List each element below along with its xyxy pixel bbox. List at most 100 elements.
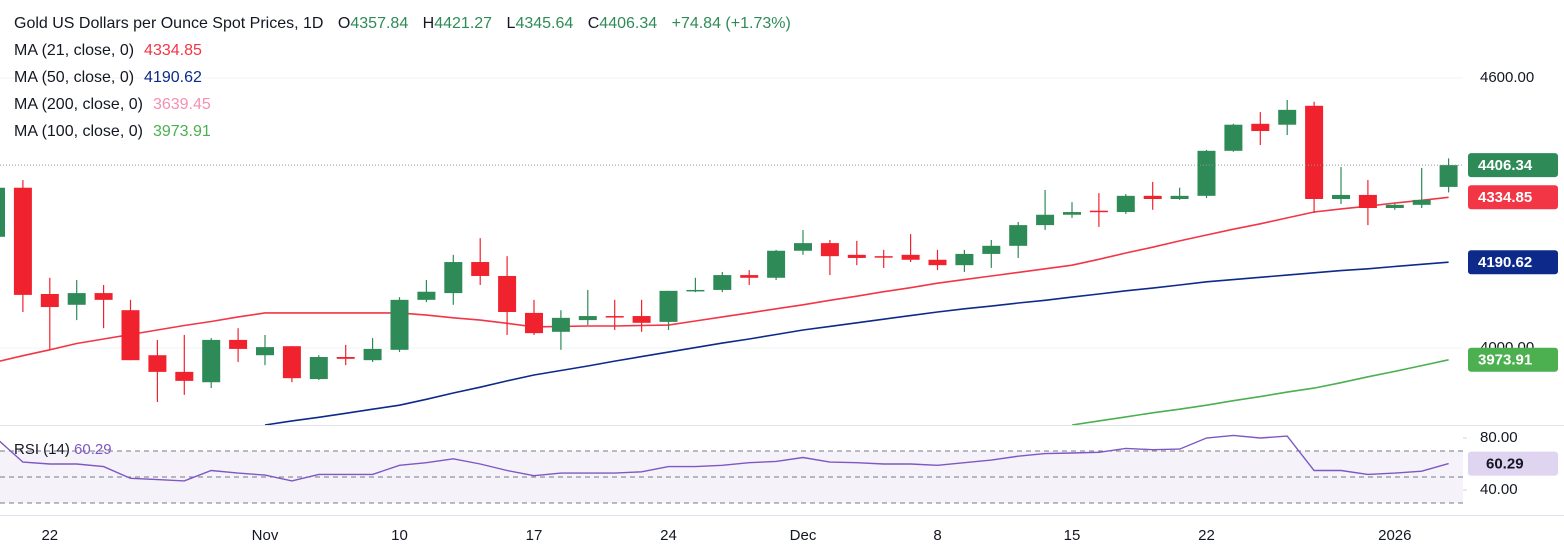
price-tag-label: 4334.85 xyxy=(1478,189,1532,206)
ohlc-label: L xyxy=(506,15,516,32)
ma-value: 4190.62 xyxy=(144,69,202,86)
price-tag xyxy=(1468,250,1558,275)
x-tick-label: 22 xyxy=(1198,527,1215,544)
candle-body xyxy=(67,293,86,305)
ohlc-value: 4406.34 xyxy=(599,15,658,32)
candle-body xyxy=(1358,194,1377,208)
candle-body xyxy=(363,348,382,361)
candle-body xyxy=(1143,195,1162,199)
candle-body xyxy=(121,310,140,361)
price-tag xyxy=(1468,153,1558,178)
price-tag-label: 4190.62 xyxy=(1478,254,1532,271)
candle-body xyxy=(1036,214,1055,226)
candle-body xyxy=(632,316,651,323)
candle-body xyxy=(471,262,490,276)
ma-legend: MA (21, close, 0) 4334.85 MA (50, close, 0… xyxy=(14,37,791,145)
rsi-pane xyxy=(0,434,1463,504)
candle-body xyxy=(928,259,947,266)
candle-body xyxy=(1412,199,1431,205)
candle-body xyxy=(1305,105,1324,199)
candle-body xyxy=(1278,109,1297,125)
ma-value: 3973.91 xyxy=(152,123,211,140)
x-tick-label: 17 xyxy=(526,527,543,544)
candle-body xyxy=(282,346,301,379)
x-tick-label: 15 xyxy=(1064,527,1081,544)
x-tick-label: Dec xyxy=(790,527,817,544)
y-tick-label: 40.00 xyxy=(1480,481,1518,498)
x-tick-label: 8 xyxy=(933,527,941,544)
candle-body xyxy=(794,243,812,251)
x-tick-label: Nov xyxy=(252,527,279,544)
candle-body xyxy=(578,316,597,321)
candle-body xyxy=(336,357,355,359)
candle-body xyxy=(659,290,678,322)
x-tick-label: 24 xyxy=(660,527,677,544)
x-tick-label: 10 xyxy=(391,527,408,544)
line-series xyxy=(1071,359,1449,425)
candle-body xyxy=(605,316,624,318)
candle-body xyxy=(1063,212,1081,215)
candle-body xyxy=(202,339,221,383)
candle-body xyxy=(0,187,5,237)
ma-value: 4334.85 xyxy=(144,42,202,59)
candle-body xyxy=(1251,123,1270,132)
change: +74.84 (+1.73%) xyxy=(671,15,791,32)
candle-body xyxy=(390,299,409,350)
line-series xyxy=(0,196,1449,362)
candle-body xyxy=(767,250,786,278)
rsi-legend: RSI (14) 60.29 xyxy=(14,441,112,458)
candle-body xyxy=(309,357,328,380)
candle-body xyxy=(1170,195,1189,199)
candle-body xyxy=(1009,225,1028,246)
legend: Gold US Dollars per Ounce Spot Prices, 1… xyxy=(14,10,791,145)
ma-legend-row: MA (100, close, 0) 3973.91 xyxy=(14,118,791,145)
candle-body xyxy=(551,317,570,332)
price-pane xyxy=(0,77,1463,425)
ma-name: MA (21, close, 0) xyxy=(14,42,135,59)
price-tag-label: 4406.34 xyxy=(1478,157,1533,174)
candle-body xyxy=(1332,194,1350,199)
ma-name: MA (50, close, 0) xyxy=(14,69,135,86)
candle-body xyxy=(686,289,705,292)
x-tick-label: 2026 xyxy=(1378,527,1411,544)
candle-body xyxy=(1197,150,1216,196)
candle-body xyxy=(498,275,517,312)
ma-name: MA (100, close, 0) xyxy=(14,123,143,140)
candle-body xyxy=(229,339,248,349)
ohlc-value: 4421.27 xyxy=(434,15,493,32)
ma-legend-row: MA (200, close, 0) 3639.45 xyxy=(14,91,791,118)
candle-body xyxy=(417,291,436,300)
candle-body xyxy=(874,256,893,258)
ohlc-label: H xyxy=(422,15,435,32)
header-row: Gold US Dollars per Ounce Spot Prices, 1… xyxy=(14,10,791,37)
line-series xyxy=(0,434,1449,482)
candle-body xyxy=(1385,204,1404,208)
candle-body xyxy=(1116,195,1135,213)
candle-body xyxy=(901,254,920,260)
y-tick-label: 4600.00 xyxy=(1480,69,1534,86)
candle-body xyxy=(1224,124,1243,151)
ma-name: MA (200, close, 0) xyxy=(14,96,143,113)
price-tag xyxy=(1468,347,1558,372)
candle-body xyxy=(820,243,839,257)
y-tick-label: 80.00 xyxy=(1480,429,1518,446)
candle-body xyxy=(740,275,759,278)
candle-body xyxy=(1089,210,1108,213)
rsi-value: 60.29 xyxy=(74,441,112,458)
price-tag-label: 3973.91 xyxy=(1478,352,1532,369)
ohlc-label: C xyxy=(587,15,600,32)
candle-body xyxy=(713,275,732,290)
candle-body xyxy=(175,371,194,381)
candle-body xyxy=(1439,165,1458,187)
line-series xyxy=(264,261,1449,425)
rsi-name: RSI (14) xyxy=(14,441,70,458)
value-tag-label: 60.29 xyxy=(1486,456,1524,473)
candle-body xyxy=(525,312,543,334)
candle-body xyxy=(40,293,59,308)
price-tag xyxy=(1468,185,1558,210)
candle-body xyxy=(256,347,274,356)
candle-body xyxy=(148,355,167,372)
